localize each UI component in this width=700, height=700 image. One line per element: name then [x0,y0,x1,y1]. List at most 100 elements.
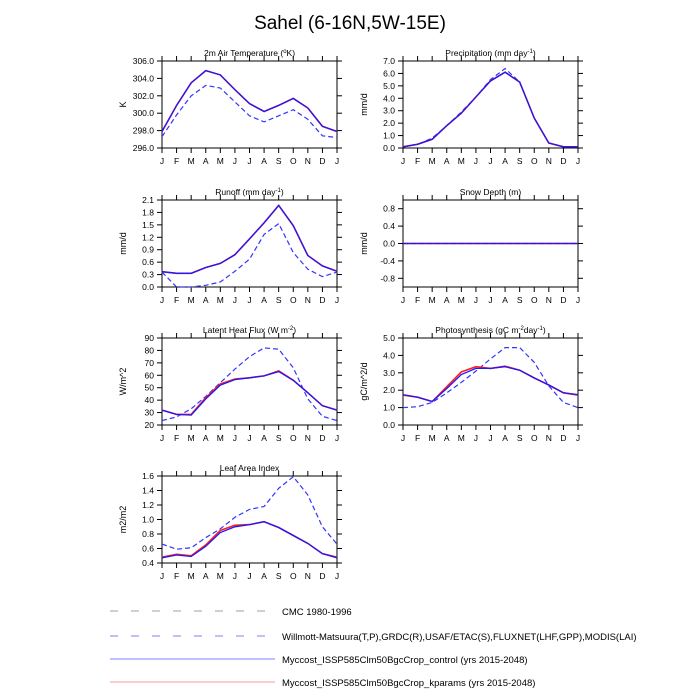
x-tick-label: M [458,156,465,166]
x-tick-label: A [203,433,209,443]
title-segment: -2 [288,326,294,332]
x-tick-label: M [217,433,224,443]
series-line-control [402,71,578,148]
series-line-kparams [402,365,579,403]
y-tick-label: 1.4 [142,486,154,496]
x-tick-label: A [261,433,267,443]
x-tick-label: M [458,295,465,305]
y-tick-label: 306.0 [133,56,155,66]
x-tick-label: A [203,571,209,581]
x-tick-label: O [531,433,538,443]
x-tick-label: J [576,156,580,166]
x-tick-label: J [576,295,580,305]
y-tick-label: 20 [145,420,155,430]
x-tick-label: J [401,433,405,443]
x-tick-label: S [276,295,282,305]
title-segment: Photosynthesis (gC m [435,325,518,335]
title-segment: -1 [538,326,544,332]
x-tick-label: S [517,156,523,166]
x-tick-label: O [531,295,538,305]
x-tick-label: J [335,433,339,443]
x-tick-label: M [217,156,224,166]
x-tick-label: A [444,156,450,166]
x-tick-label: A [502,295,508,305]
x-tick-label: J [401,295,405,305]
y-axis-label: W/m^2 [118,368,128,396]
plot-frame [402,60,579,149]
x-tick-label: J [335,295,339,305]
legend-label: Willmott-Matsuura(T,P),GRDC(R),USAF/ETAC… [282,632,637,643]
y-tick-label: -0.4 [380,256,395,266]
x-tick-label: N [546,433,552,443]
x-tick-label: S [276,433,282,443]
x-tick-label: N [305,433,311,443]
title-segment: -1 [528,49,534,55]
y-tick-label: 30 [145,408,155,418]
x-tick-label: J [474,295,478,305]
y-tick-label: 3.0 [383,106,395,116]
x-tick-label: O [290,156,297,166]
y-tick-label: 0.0 [383,143,395,153]
y-tick-label: 1.8 [142,207,154,217]
x-tick-label: J [335,571,339,581]
y-axis-label: gC/m^2/d [359,362,369,400]
y-tick-label: 1.0 [383,403,395,413]
panel-title: 2m Air Temperature (oK) [204,48,295,58]
series-line-kparams [161,520,338,558]
title-segment: Snow Depth (m) [460,187,522,197]
title-segment: Leaf Area Index [220,463,280,473]
series-line-control [161,69,338,133]
legend-label: Myccost_ISSP585Clm50BgcCrop_kparams (yrs… [282,678,535,689]
x-tick-label: N [546,295,552,305]
y-tick-label: -0.8 [380,273,395,283]
x-tick-label: J [160,433,164,443]
y-tick-label: 4.0 [383,350,395,360]
series-line-obs [161,347,338,422]
y-tick-label: 0.3 [142,270,154,280]
x-tick-label: N [305,295,311,305]
x-tick-label: F [174,433,179,443]
y-tick-label: 0.0 [142,282,154,292]
x-tick-label: S [517,295,523,305]
plot-frame [161,337,338,426]
panel-0: 2m Air Temperature (oK)KJ F M A M J J A S O N D J296… [118,48,342,166]
series-line-obs [402,347,579,409]
panel-title: Latent Heat Flux (W m-2) [203,325,296,335]
title-segment: 2m Air Temperature ( [204,48,283,58]
x-tick-label: M [429,156,436,166]
panel-title: Photosynthesis (gC m-2day-1) [435,325,546,335]
series-line-control [161,370,338,416]
y-tick-label: 0.9 [142,245,154,255]
title-segment: Latent Heat Flux (W m [203,325,288,335]
x-tick-label: J [576,433,580,443]
panel-title: Precipitation (mm day-1) [445,48,536,58]
y-tick-label: 50 [145,383,155,393]
y-tick-label: 2.1 [142,195,154,205]
x-tick-label: J [247,571,251,581]
x-tick-label: M [188,571,195,581]
x-tick-label: O [290,295,297,305]
x-tick-label: D [560,433,566,443]
panel-title: Leaf Area Index [220,463,280,473]
x-tick-label: D [319,433,325,443]
panel-2: Runoff (mm day-1)mm/dJ F M A M J J A S O N D J0.00.3… [118,187,342,305]
y-tick-label: 300.0 [133,108,155,118]
x-tick-label: A [203,156,209,166]
x-tick-label: J [247,156,251,166]
x-tick-label: N [305,571,311,581]
y-tick-label: 1.0 [383,131,395,141]
x-tick-label: F [415,156,420,166]
x-tick-label: J [474,156,478,166]
series-line-obs [161,84,338,139]
y-tick-label: 1.2 [142,232,154,242]
series-line-control [402,366,579,403]
y-axis-label: K [118,101,128,107]
x-tick-label: M [217,295,224,305]
x-tick-label: M [429,433,436,443]
title-segment: ) [281,187,284,197]
y-axis-label: m2/m2 [118,506,128,534]
x-tick-label: M [188,433,195,443]
x-tick-label: J [233,433,237,443]
